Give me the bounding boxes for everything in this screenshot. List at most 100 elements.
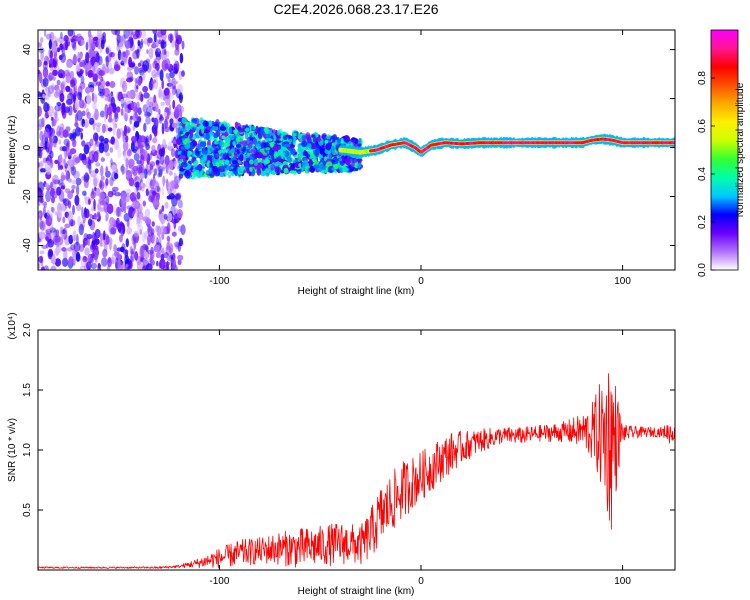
spectrogram-cell — [354, 138, 359, 145]
spectrogram-cell — [282, 134, 288, 141]
spectrogram-cell — [177, 36, 182, 45]
spectrogram-y-tick-label: 20 — [22, 93, 33, 105]
spectrogram-cell — [101, 123, 106, 134]
spectrogram-cell — [147, 169, 152, 176]
spectrogram-cell — [94, 186, 97, 192]
spectrogram-cell — [61, 229, 66, 235]
spectrogram-cell — [270, 164, 276, 170]
spectrogram-cell — [68, 132, 74, 140]
spectrogram-y-tick-label: -40 — [22, 238, 33, 253]
spectrogram-cell — [72, 54, 78, 65]
spectrogram-cell — [174, 175, 180, 185]
spectrogram-cell — [277, 129, 281, 136]
spectrogram-cell — [91, 231, 95, 243]
spectrogram-cell — [168, 181, 175, 191]
spectrogram-cell — [72, 230, 77, 242]
spectrogram-cell — [165, 163, 169, 174]
spectrogram-cell — [159, 153, 165, 165]
spectrogram-cell — [119, 246, 125, 253]
spectrogram-panel: -100 0 100 -40 -20 0 20 40 Height of straight … — [7, 29, 676, 297]
spectrogram-cell — [72, 95, 76, 102]
spectrogram-cell — [207, 156, 213, 160]
spectrogram-cell — [91, 206, 95, 212]
snr-x-tick-label: 100 — [614, 576, 631, 587]
spectrogram-cell — [318, 155, 322, 161]
spectrogram-cell — [107, 127, 113, 132]
spectrogram-cell — [271, 155, 275, 160]
spectrogram-cell — [180, 130, 183, 135]
spectrogram-cell — [94, 187, 101, 197]
spectrogram-cell — [244, 148, 250, 154]
spectrogram-cell — [253, 159, 259, 166]
spectrogram-cell — [214, 140, 220, 145]
spectrogram-cell — [81, 110, 86, 117]
spectrogram-cell — [67, 210, 73, 223]
spectrogram-cell — [274, 140, 282, 144]
spectrogram-cell — [126, 192, 130, 203]
figure-title: C2E4.2026.068.23.17.E26 — [273, 1, 438, 17]
spectrogram-cell — [58, 154, 63, 166]
spectrogram-cell — [125, 49, 129, 59]
spectrogram-cell — [336, 138, 341, 144]
spectrogram-cell — [93, 36, 99, 41]
spectrogram-cell — [88, 117, 95, 125]
spectrogram-cell — [235, 136, 241, 143]
spectrogram-cell — [316, 136, 321, 143]
spectrogram-cell — [228, 126, 233, 135]
spectrogram-cell — [67, 147, 71, 152]
spectrogram-cell — [80, 39, 86, 46]
spectrogram-cell — [191, 126, 195, 133]
spectrogram-cell — [160, 30, 167, 36]
spectrogram-cell — [60, 174, 66, 181]
spectrogram-cell — [91, 92, 95, 102]
spectrogram-cell — [56, 47, 61, 53]
spectrogram-cell — [78, 223, 85, 236]
spectrogram-cell — [67, 190, 73, 200]
spectrogram-cell — [68, 219, 76, 227]
spectrogram-cell — [114, 30, 121, 36]
spectrogram-cell — [38, 72, 43, 84]
spectrogram-cell — [171, 80, 179, 85]
spectrogram-cell — [145, 188, 149, 197]
spectrogram-cell — [111, 164, 117, 173]
spectrogram-cell — [139, 135, 146, 143]
spectrogram-cell — [146, 105, 153, 118]
spectrogram-cell — [136, 48, 140, 59]
spectrogram-cell — [136, 215, 141, 225]
spectrogram-cell — [112, 124, 116, 136]
spectrogram-cell — [38, 255, 44, 264]
spectrogram-y-label: Frequency (Hz) — [7, 116, 18, 185]
spectrogram-cell — [125, 77, 133, 83]
spectrogram-cell — [304, 151, 309, 157]
spectrogram-cell — [82, 159, 88, 165]
spectrogram-cell — [197, 173, 204, 178]
spectrogram-cell — [113, 244, 117, 253]
spectrogram-cell — [61, 184, 66, 190]
spectrogram-cell — [108, 67, 115, 75]
spectrogram-cell — [85, 41, 89, 51]
spectrogram-cell — [171, 122, 178, 128]
spectrogram-cell — [44, 265, 49, 270]
spectrogram-cell — [121, 163, 125, 176]
spectrogram-cell — [301, 161, 309, 167]
spectrogram-cell — [38, 59, 42, 68]
spectrogram-cell — [57, 36, 65, 44]
colorbar-tick-label: 0.0 — [697, 263, 708, 277]
spectrogram-cell — [80, 132, 83, 140]
spectrogram-cell — [134, 66, 139, 75]
spectrogram-cell — [178, 105, 185, 114]
spectrogram-cell — [224, 159, 230, 165]
spectrogram-cell — [96, 125, 101, 133]
spectrogram-cell — [121, 93, 128, 99]
spectrogram-cell — [66, 71, 70, 78]
spectrogram-cell — [66, 60, 73, 68]
spectrogram-cell — [223, 146, 227, 151]
spectrogram-cell — [168, 243, 174, 254]
spectrogram-cell — [100, 39, 105, 50]
spectrogram-cell — [215, 162, 220, 168]
spectrogram-cell — [60, 82, 65, 91]
spectrogram-cell — [213, 133, 219, 139]
spectrogram-cell — [289, 170, 297, 174]
spectrogram-cell — [44, 160, 52, 173]
spectrogram-cell — [171, 231, 177, 237]
